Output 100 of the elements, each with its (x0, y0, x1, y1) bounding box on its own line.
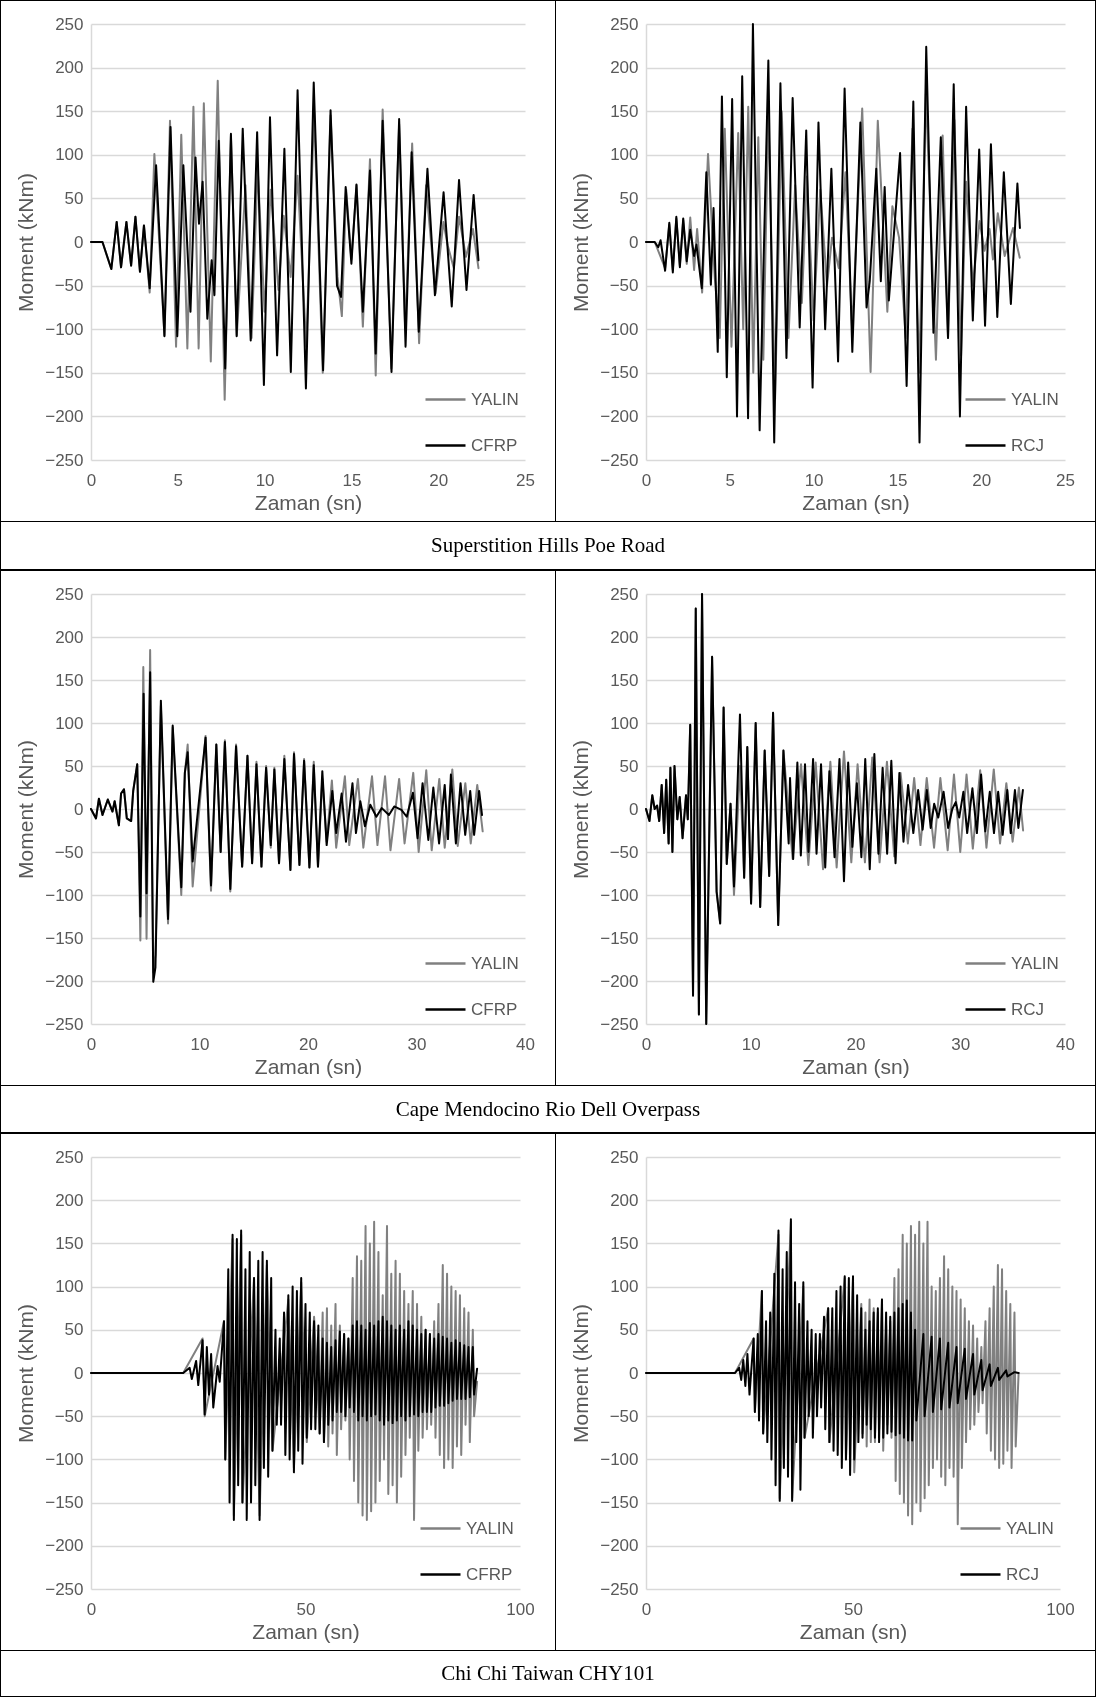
y-tick-label: 200 (610, 627, 639, 647)
x-tick-label: 20 (299, 1034, 318, 1054)
x-tick-label: 10 (741, 1034, 761, 1054)
y-tick-label: 200 (610, 1190, 639, 1210)
y-tick-label: 150 (55, 670, 84, 690)
y-axis-title: Moment (kNm) (14, 1304, 38, 1443)
y-tick-label: −200 (45, 1536, 84, 1556)
y-tick-label: −250 (45, 1579, 84, 1599)
y-tick-label: −100 (600, 1449, 639, 1469)
y-tick-label: 0 (74, 1363, 84, 1383)
text: Chi Chi Taiwan CHY101 (0, 1650, 1096, 1697)
x-tick-label: 50 (296, 1599, 316, 1619)
legend-label: CFRP (471, 999, 518, 1019)
x-tick-label: 20 (972, 470, 992, 490)
x-tick-label: 15 (888, 470, 908, 490)
y-tick-label: −250 (600, 1014, 639, 1034)
x-tick-label: 10 (804, 470, 824, 490)
y-tick-label: −50 (54, 1406, 84, 1426)
x-tick-label: 50 (844, 1599, 863, 1619)
y-tick-label: 250 (610, 584, 639, 604)
y-tick-label: −200 (45, 971, 84, 991)
y-tick-label: 200 (55, 58, 84, 78)
y-tick-label: 100 (610, 145, 639, 165)
legend-label: YALIN (1006, 1518, 1054, 1538)
legend-label: YALIN (1011, 953, 1059, 973)
legend-label: CFRP (471, 435, 518, 455)
y-tick-label: 100 (55, 145, 84, 165)
legend-label: YALIN (1011, 389, 1059, 409)
y-tick-label: −100 (45, 319, 84, 339)
y-tick-label: −250 (45, 450, 84, 470)
x-tick-label: 5 (173, 470, 184, 490)
y-tick-label: 150 (610, 670, 639, 690)
y-axis-title: Moment (kNm) (569, 740, 593, 879)
legend-label: RCJ (1006, 1564, 1040, 1584)
y-tick-label: 0 (629, 1363, 639, 1383)
y-tick-label: −100 (600, 885, 639, 905)
y-tick-label: 0 (629, 799, 639, 819)
y-tick-label: −250 (45, 1014, 84, 1034)
x-tick-label: 25 (1056, 470, 1075, 490)
y-tick-label: 50 (64, 188, 84, 208)
legend-label: CFRP (466, 1564, 513, 1584)
x-axis-title: Zaman (sn) (799, 1619, 908, 1643)
y-tick-label: 0 (74, 232, 84, 252)
y-tick-label: 250 (610, 14, 639, 34)
y-tick-label: 50 (619, 1320, 639, 1340)
y-axis-title: Moment (kNm) (14, 740, 38, 879)
y-tick-label: −150 (45, 928, 84, 948)
x-tick-label: 10 (190, 1034, 210, 1054)
y-tick-label: 100 (55, 1277, 84, 1297)
y-tick-label: −250 (600, 1579, 639, 1599)
legend-label: YALIN (466, 1518, 514, 1538)
y-tick-label: 200 (610, 58, 639, 78)
y-tick-label: −50 (609, 1406, 639, 1426)
y-tick-label: −50 (54, 842, 84, 862)
x-tick-label: 40 (1056, 1034, 1075, 1054)
y-tick-label: 100 (55, 713, 84, 733)
y-tick-label: 150 (610, 1233, 639, 1253)
y-tick-label: 0 (629, 232, 639, 252)
legend-label: YALIN (471, 389, 519, 409)
x-axis-title: Zaman (sn) (252, 1619, 360, 1643)
x-axis-title: Zaman (sn) (254, 1054, 363, 1078)
y-tick-label: −100 (600, 319, 639, 339)
y-tick-label: −150 (45, 363, 84, 383)
x-tick-label: 20 (429, 470, 449, 490)
y-tick-label: 50 (64, 756, 84, 776)
y-tick-label: 50 (64, 1320, 84, 1340)
text: Cape Mendocino Rio Dell Overpass (0, 1085, 1096, 1133)
y-tick-label: 200 (55, 627, 84, 647)
x-tick-label: 30 (951, 1034, 971, 1054)
y-tick-label: 150 (55, 1233, 84, 1253)
y-axis-title: Moment (kNm) (569, 1304, 593, 1443)
x-tick-label: 15 (342, 470, 362, 490)
y-axis-title: Moment (kNm) (14, 173, 38, 312)
y-tick-label: 200 (55, 1190, 84, 1210)
y-tick-label: −200 (600, 406, 639, 426)
y-tick-label: 50 (619, 756, 639, 776)
y-tick-label: −50 (609, 276, 639, 296)
x-axis-title: Zaman (sn) (802, 490, 910, 514)
y-tick-label: 250 (55, 14, 84, 34)
x-tick-label: 30 (407, 1034, 427, 1054)
x-tick-label: 100 (1046, 1599, 1075, 1619)
legend-label: RCJ (1011, 435, 1045, 455)
y-tick-label: −150 (45, 1493, 84, 1513)
y-tick-label: 250 (55, 1147, 84, 1167)
x-axis-title: Zaman (sn) (802, 1054, 910, 1078)
y-tick-label: 150 (55, 101, 84, 121)
y-tick-label: −100 (45, 885, 84, 905)
y-tick-label: −200 (45, 406, 84, 426)
x-tick-label: 20 (846, 1034, 866, 1054)
y-tick-label: −100 (45, 1449, 84, 1469)
y-tick-label: −250 (600, 450, 639, 470)
x-tick-label: 5 (725, 470, 736, 490)
x-tick-label: 40 (516, 1034, 535, 1054)
y-tick-label: −150 (600, 928, 639, 948)
text: Superstition Hills Poe Road (0, 521, 1096, 570)
y-tick-label: 250 (55, 584, 84, 604)
x-tick-label: 100 (506, 1599, 535, 1619)
x-tick-label: 10 (255, 470, 275, 490)
legend-label: RCJ (1011, 999, 1045, 1019)
y-tick-label: 250 (610, 1147, 639, 1167)
